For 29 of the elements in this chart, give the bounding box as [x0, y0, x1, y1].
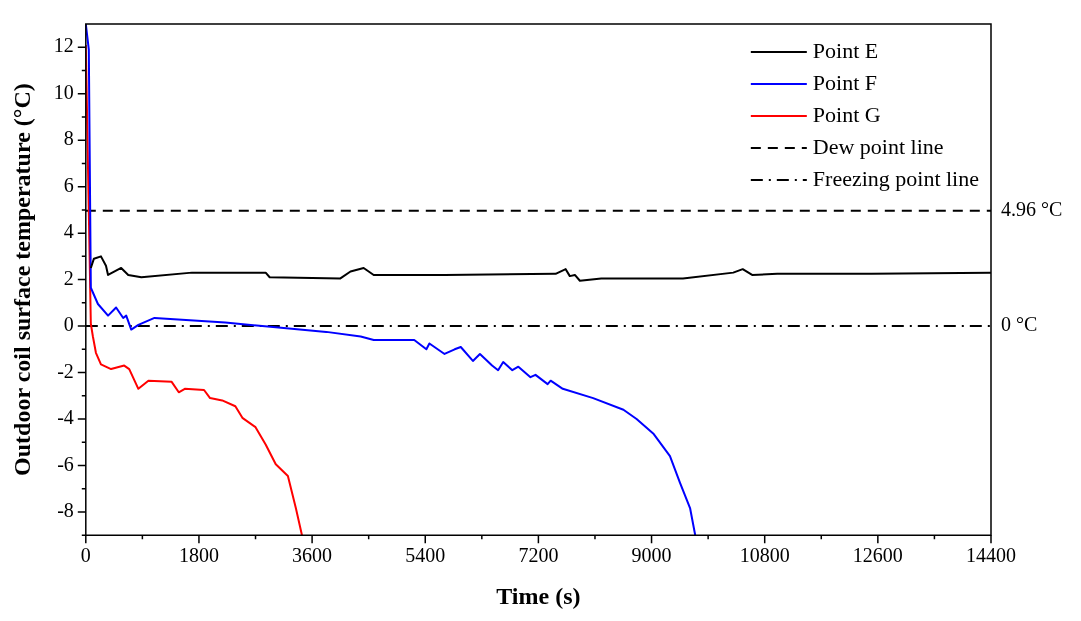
annotation: 4.96 °C	[1001, 198, 1063, 221]
x-tick-label: 10800	[739, 544, 790, 567]
annotation: 0 °C	[1001, 313, 1038, 336]
y-tick-label: 8	[63, 127, 74, 150]
y-tick-label: 2	[63, 266, 74, 289]
x-tick-label: 3600	[292, 544, 333, 567]
legend-label: Dew point line	[812, 133, 944, 159]
y-tick-label: -2	[57, 359, 74, 382]
x-tick-label: 5400	[405, 544, 446, 567]
x-tick-label: 12600	[852, 544, 903, 567]
x-tick-label: 14400	[966, 544, 1016, 567]
y-tick-label: 6	[63, 173, 74, 196]
x-tick-label: 7200	[518, 544, 559, 567]
legend-label: Point G	[812, 101, 881, 127]
legend-label: Freezing point line	[812, 165, 980, 191]
y-tick-label: 12	[53, 34, 74, 57]
legend-label: Point E	[812, 37, 879, 63]
y-tick-label: -4	[57, 406, 74, 429]
legend-label: Point F	[812, 69, 878, 95]
y-tick-label: 4	[63, 220, 74, 243]
x-tick-label: 1800	[178, 544, 219, 567]
y-tick-label: 0	[63, 313, 74, 336]
y-axis-title: Outdoor coil surface temperature (°C)	[8, 83, 35, 476]
y-tick-label: -8	[57, 499, 74, 522]
y-tick-label: -6	[57, 452, 74, 475]
x-axis-title: Time (s)	[496, 582, 581, 609]
x-tick-label: 0	[80, 544, 91, 567]
y-tick-label: 10	[53, 80, 74, 103]
x-tick-label: 9000	[631, 544, 672, 567]
